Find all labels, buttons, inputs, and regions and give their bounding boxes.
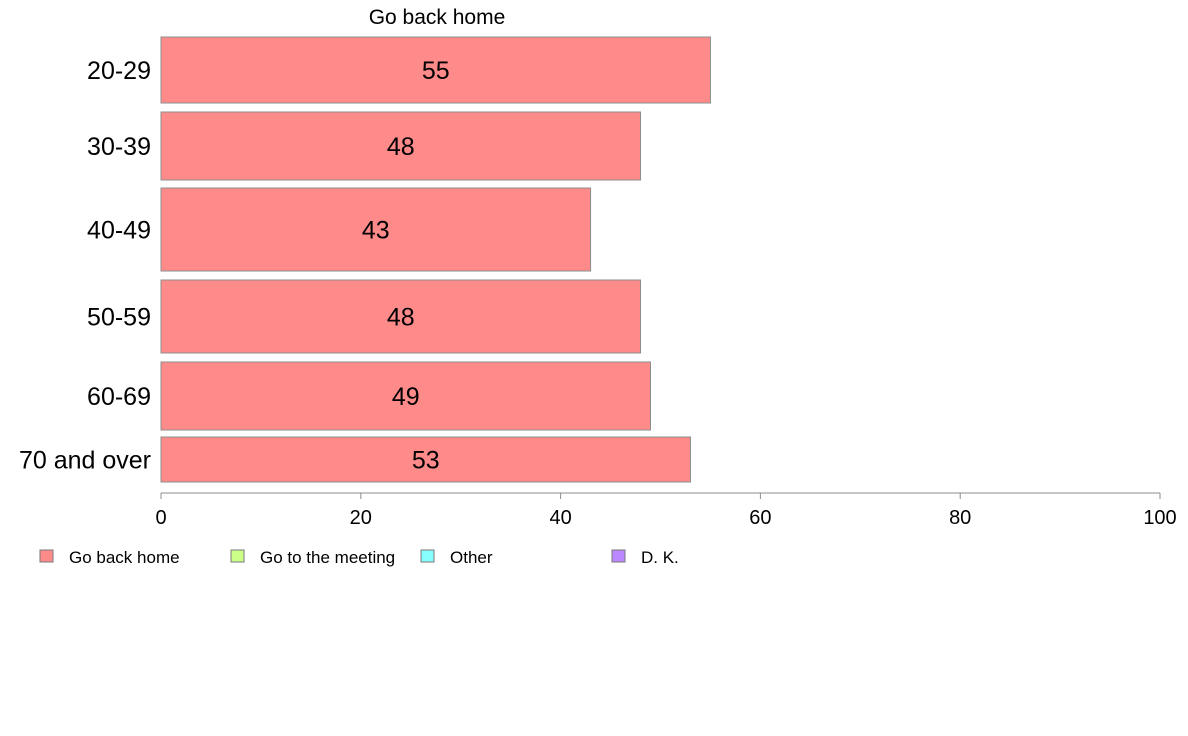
bar-70-and-over — [160, 436, 691, 483]
legend-swatch — [420, 549, 435, 563]
bar-60-69 — [160, 361, 652, 431]
data-label: 55 — [422, 57, 450, 85]
category-label: 70 and over — [19, 447, 151, 475]
x-tick-label: 80 — [949, 507, 971, 529]
chart-title: Go back home — [369, 6, 506, 29]
x-tick-label: 0 — [155, 507, 166, 529]
category-label: 60-69 — [87, 383, 151, 411]
legend-swatch — [611, 549, 626, 563]
data-labels-group: 55 48 43 48 49 53 — [362, 57, 450, 475]
category-label: 30-39 — [87, 133, 151, 161]
data-label: 49 — [392, 383, 420, 411]
legend-label: Go back home — [69, 548, 180, 567]
category-label: 40-49 — [87, 217, 151, 245]
x-axis: 0 20 40 60 80 100 — [155, 492, 1177, 529]
x-tick-label: 60 — [749, 507, 771, 529]
x-tick-label: 100 — [1143, 507, 1176, 529]
legend-swatch — [230, 549, 245, 563]
legend-label: Other — [450, 548, 493, 567]
legend: Go back home Go to the meeting Other D. K. — [39, 548, 679, 567]
bar-20-29 — [160, 36, 711, 104]
legend-label: D. K. — [641, 548, 679, 567]
category-label: 50-59 — [87, 304, 151, 332]
x-tick-label: 20 — [350, 507, 372, 529]
bar-40-49 — [160, 187, 592, 272]
category-label: 20-29 — [87, 57, 151, 85]
legend-swatch — [39, 549, 54, 563]
category-labels-group: 20-29 30-39 40-49 50-59 60-69 70 and over — [19, 57, 151, 475]
bar-50-59 — [160, 279, 642, 354]
data-label: 53 — [412, 447, 440, 475]
legend-label: Go to the meeting — [260, 548, 395, 567]
data-label: 43 — [362, 217, 390, 245]
bar-30-39 — [160, 111, 642, 181]
x-tick-label: 40 — [549, 507, 571, 529]
data-label: 48 — [387, 304, 415, 332]
bars-group — [160, 36, 711, 483]
data-label: 48 — [387, 133, 415, 161]
